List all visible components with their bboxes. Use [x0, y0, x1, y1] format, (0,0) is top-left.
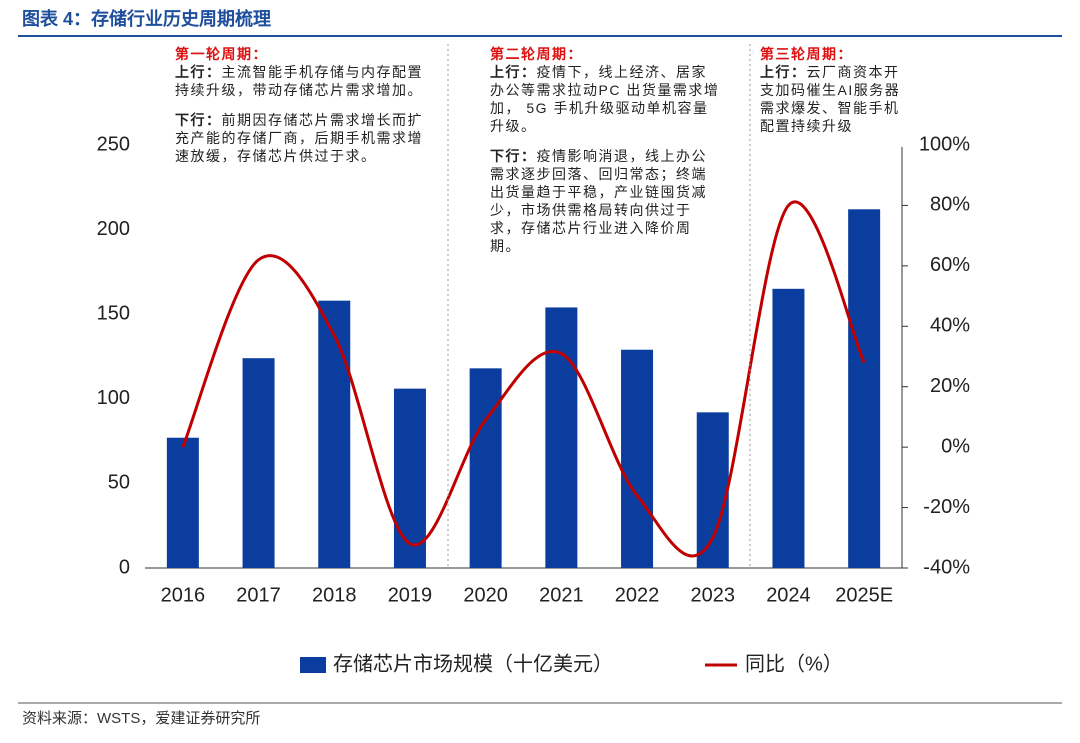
y-tick-label: 0	[119, 556, 130, 578]
chart-title: 图表 4：存储行业历史周期梳理	[22, 8, 271, 29]
x-tick-label: 2025E	[835, 584, 893, 606]
annotation-title: 第二轮周期：	[490, 46, 583, 62]
annotation-title: 第三轮周期：	[760, 46, 853, 62]
y2-tick-label: 60%	[930, 254, 970, 276]
x-tick-label: 2019	[388, 584, 433, 606]
annotation-paragraph: 上行：主流智能手机存储与内存配置持续升级，带动存储芯片需求增加。	[175, 63, 427, 99]
y-tick-label: 100	[97, 387, 130, 409]
y-tick-label: 200	[97, 218, 130, 240]
x-tick-label: 2020	[463, 584, 508, 606]
bar	[166, 437, 199, 568]
annotation-label: 上行：	[760, 64, 807, 80]
x-tick-label: 2018	[312, 584, 357, 606]
y2-tick-label: 40%	[930, 315, 970, 337]
annotation: 第三轮周期： 上行：云厂商资本开支加码催生AI服务器需求爆发、智能手机配置持续升级	[760, 45, 910, 147]
annotation: 第二轮周期： 上行：疫情下，线上经济、居家办公等需求拉动PC 出货量需求增加， 5…	[490, 45, 722, 267]
bar	[318, 300, 351, 568]
y2-tick-label: 0%	[941, 435, 970, 457]
annotation-paragraph: 上行：疫情下，线上经济、居家办公等需求拉动PC 出货量需求增加， 5G 手机升级…	[490, 63, 722, 135]
bar	[242, 358, 275, 568]
x-tick-label: 2016	[161, 584, 206, 606]
legend-swatch	[300, 657, 326, 673]
y2-tick-label: 20%	[930, 375, 970, 397]
bar	[696, 412, 729, 568]
annotation-label: 下行：	[490, 148, 537, 164]
annotation-text: 前期因存储芯片需求增长而扩充产能的存储厂商，后期手机需求增速放缓，存储芯片供过于…	[175, 112, 423, 164]
bar	[772, 288, 805, 568]
annotation-text: 疫情下，线上经济、居家办公等需求拉动PC 出货量需求增加， 5G 手机升级驱动单…	[490, 64, 720, 134]
x-tick-label: 2021	[539, 584, 584, 606]
bar	[469, 368, 502, 568]
y-tick-label: 150	[97, 302, 130, 324]
y2-tick-label: 80%	[930, 194, 970, 216]
annotation-text: 疫情影响消退，线上办公需求逐步回落、回归常态；终端出货量趋于平稳，产业链囤货减少…	[490, 148, 707, 254]
x-tick-label: 2017	[236, 584, 281, 606]
bar	[393, 388, 426, 568]
y-tick-label: 250	[97, 133, 130, 155]
y2-tick-label: -20%	[923, 496, 970, 518]
x-tick-label: 2023	[691, 584, 736, 606]
annotation-paragraph: 上行：云厂商资本开支加码催生AI服务器需求爆发、智能手机配置持续升级	[760, 63, 910, 135]
bar	[848, 209, 881, 568]
x-tick-label: 2024	[766, 584, 811, 606]
x-tick-label: 2022	[615, 584, 660, 606]
annotation-label: 上行：	[175, 64, 222, 80]
bar	[621, 349, 654, 568]
y-tick-label: 50	[108, 472, 130, 494]
bar	[545, 307, 578, 568]
annotation-paragraph: 下行：前期因存储芯片需求增长而扩充产能的存储厂商，后期手机需求增速放缓，存储芯片…	[175, 111, 427, 165]
legend-label: 同比（%）	[745, 652, 843, 675]
source: 资料来源：WSTS，爱建证券研究所	[22, 710, 260, 727]
annotation-label: 下行：	[175, 112, 222, 128]
annotation-text: 主流智能手机存储与内存配置持续升级，带动存储芯片需求增加。	[175, 64, 423, 98]
legend-label: 存储芯片市场规模（十亿美元）	[333, 652, 613, 675]
annotation-title: 第一轮周期：	[175, 46, 268, 62]
line	[181, 200, 866, 558]
annotation-text: 云厂商资本开支加码催生AI服务器需求爆发、智能手机配置持续升级	[760, 64, 901, 134]
y2-tick-label: -40%	[923, 556, 970, 578]
annotation-label: 上行：	[490, 64, 537, 80]
y2-tick-label: 100%	[919, 133, 970, 155]
annotation: 第一轮周期： 上行：主流智能手机存储与内存配置持续升级，带动存储芯片需求增加。 下行…	[175, 45, 427, 177]
annotation-paragraph: 下行：疫情影响消退，线上办公需求逐步回落、回归常态；终端出货量趋于平稳，产业链囤…	[490, 147, 722, 255]
